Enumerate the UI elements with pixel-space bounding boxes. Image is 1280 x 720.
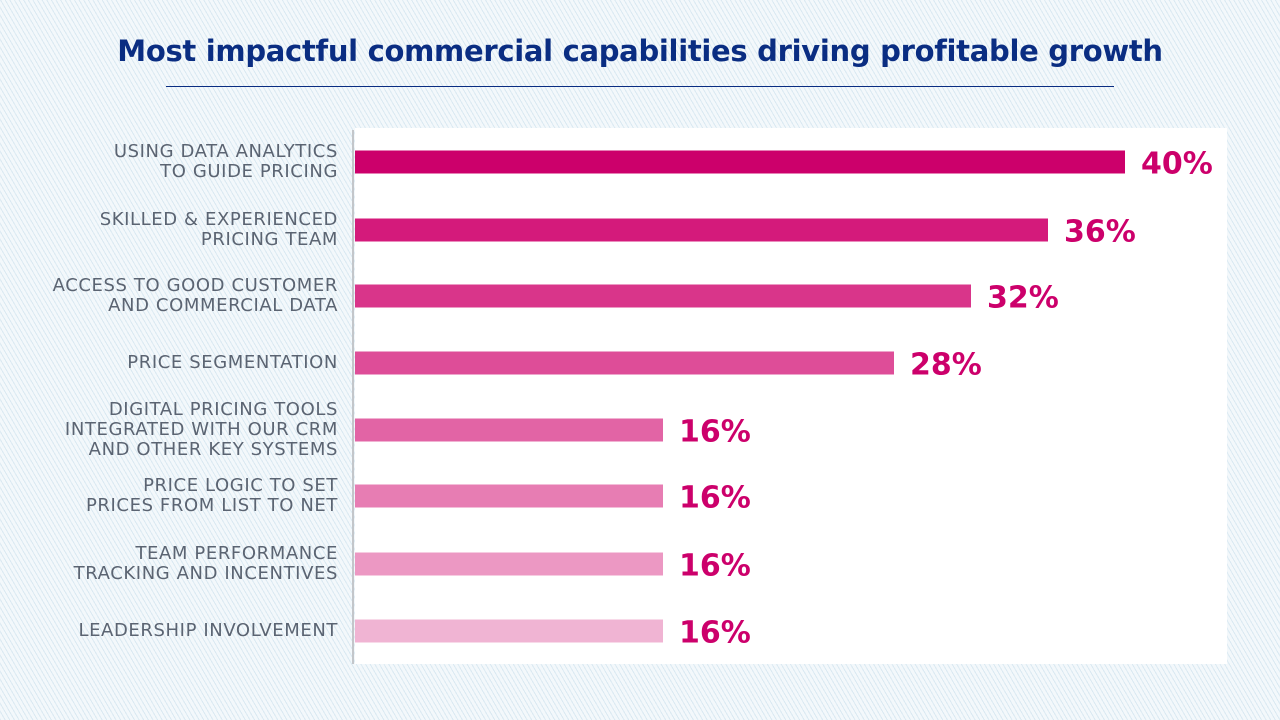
bar xyxy=(355,484,663,508)
data-label: 16% xyxy=(679,480,751,516)
category-label: USING DATA ANALYTICS TO GUIDE PRICING xyxy=(113,141,338,182)
category-label: PRICE LOGIC TO SET PRICES FROM LIST TO NE… xyxy=(85,475,338,516)
bar xyxy=(355,418,663,442)
data-label: 16% xyxy=(679,615,751,651)
data-label: 40% xyxy=(1141,146,1213,182)
data-label: 16% xyxy=(679,548,751,584)
category-label: TEAM PERFORMANCE TRACKING AND INCENTIVES xyxy=(73,543,338,584)
data-label: 16% xyxy=(679,414,751,450)
chart-title: Most impactful commercial capabilities d… xyxy=(117,34,1163,68)
title-divider xyxy=(166,86,1114,87)
category-label: PRICE SEGMENTATION xyxy=(127,352,338,373)
data-label: 28% xyxy=(910,347,982,383)
bar xyxy=(355,552,663,576)
category-label: ACCESS TO GOOD CUSTOMER AND COMMERCIAL DA… xyxy=(52,275,338,316)
category-label: DIGITAL PRICING TOOLS INTEGRATED WITH OUR… xyxy=(64,399,338,460)
category-label: LEADERSHIP INVOLVEMENT xyxy=(78,620,338,641)
bar xyxy=(355,619,663,643)
category-label: SKILLED & EXPERIENCED PRICING TEAM xyxy=(99,209,338,250)
bar xyxy=(355,351,894,375)
data-label: 36% xyxy=(1064,214,1136,250)
y-axis-line xyxy=(352,130,354,664)
plot-area xyxy=(355,128,1227,664)
bar xyxy=(355,150,1125,174)
bar xyxy=(355,218,1048,242)
bar xyxy=(355,284,971,308)
data-label: 32% xyxy=(987,280,1059,316)
